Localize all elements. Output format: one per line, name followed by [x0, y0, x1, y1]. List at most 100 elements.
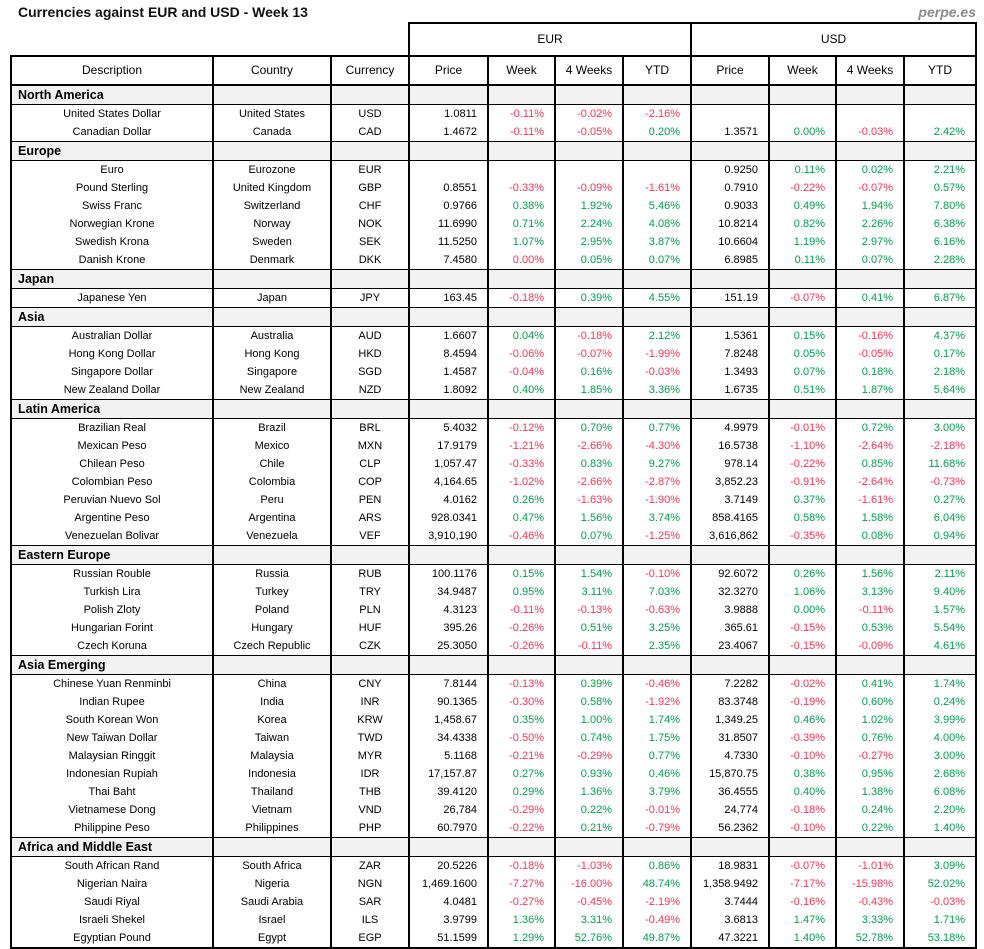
usd-4weeks-cell: 52.78%	[835, 929, 905, 949]
description-cell: Japanese Yen	[10, 288, 214, 308]
usd-week-cell: 1.47%	[768, 911, 837, 929]
currency-code-cell: ZAR	[330, 856, 410, 875]
usd-4weeks-cell: 1.02%	[835, 711, 905, 729]
eur-price-cell: 60.7970	[408, 819, 489, 838]
eur-ytd-cell: 0.20%	[622, 123, 692, 142]
usd-ytd-cell: 53.18%	[903, 929, 977, 949]
currency-code-cell: INR	[330, 693, 410, 711]
usd-week-cell: 1.06%	[768, 583, 837, 601]
usd-4weeks-cell: -0.43%	[835, 893, 905, 911]
section-cell	[487, 837, 556, 857]
section-cell	[330, 655, 410, 675]
column-header-eur-week: Week	[487, 55, 556, 86]
usd-ytd-cell: 6.04%	[903, 509, 977, 527]
usd-ytd-cell: 52.02%	[903, 875, 977, 893]
country-cell: Vietnam	[212, 801, 332, 819]
currency-row: Russian Rouble Russia RUB 100.1176 0.15% 1.54…	[10, 564, 977, 583]
currency-code-cell: ILS	[330, 911, 410, 929]
usd-ytd-cell: 0.94%	[903, 527, 977, 546]
eur-price-cell: 4.0481	[408, 893, 489, 911]
usd-ytd-cell: 5.54%	[903, 619, 977, 637]
usd-ytd-cell: 0.27%	[903, 491, 977, 509]
eur-ytd-cell: 4.08%	[622, 215, 692, 233]
description-cell: Chilean Peso	[10, 455, 214, 473]
description-cell: Turkish Lira	[10, 583, 214, 601]
currency-row: Peruvian Nuevo Sol Peru PEN 4.0162 0.26% -1.6…	[10, 491, 977, 509]
usd-week-cell: 0.37%	[768, 491, 837, 509]
country-cell: South Africa	[212, 856, 332, 875]
usd-week-cell: 0.40%	[768, 783, 837, 801]
section-cell	[554, 84, 624, 105]
eur-4weeks-cell: 1.85%	[554, 381, 624, 400]
eur-4weeks-cell: 0.93%	[554, 765, 624, 783]
usd-ytd-cell: 0.57%	[903, 179, 977, 197]
usd-week-cell: 0.49%	[768, 197, 837, 215]
currency-row: Malaysian Ringgit Malaysia MYR 5.1168 -0.21%…	[10, 747, 977, 765]
section-cell	[835, 141, 905, 161]
usd-price-cell: 47.3221	[690, 929, 770, 949]
eur-price-cell: 26,784	[408, 801, 489, 819]
eur-ytd-cell: 48.74%	[622, 875, 692, 893]
eur-ytd-cell: -0.03%	[622, 363, 692, 381]
usd-price-cell: 83.3748	[690, 693, 770, 711]
currency-code-cell: CNY	[330, 674, 410, 693]
description-cell: Indonesian Rupiah	[10, 765, 214, 783]
currency-code-cell: HUF	[330, 619, 410, 637]
section-cell	[330, 307, 410, 327]
currency-code-cell: DKK	[330, 251, 410, 270]
usd-price-cell: 3.7149	[690, 491, 770, 509]
usd-week-cell: 0.58%	[768, 509, 837, 527]
usd-price-cell: 31.8507	[690, 729, 770, 747]
country-cell: United States	[212, 104, 332, 123]
usd-4weeks-cell: 0.41%	[835, 674, 905, 693]
usd-ytd-cell: 3.00%	[903, 747, 977, 765]
currency-row: Saudi Riyal Saudi Arabia SAR 4.0481 -0.27% -0…	[10, 893, 977, 911]
eur-4weeks-cell: 52.76%	[554, 929, 624, 949]
usd-price-cell: 18.9831	[690, 856, 770, 875]
section-cell	[903, 399, 977, 419]
description-cell: Polish Zloty	[10, 601, 214, 619]
eur-price-cell: 395.26	[408, 619, 489, 637]
section-row: Japan	[10, 269, 977, 289]
eur-price-cell: 1.0811	[408, 104, 489, 123]
description-cell: Mexican Peso	[10, 437, 214, 455]
usd-price-cell: 978.14	[690, 455, 770, 473]
country-cell: Taiwan	[212, 729, 332, 747]
usd-week-cell: -1.10%	[768, 437, 837, 455]
section-cell	[622, 545, 692, 565]
eur-price-cell: 17.9179	[408, 437, 489, 455]
currency-row: New Zealand Dollar New Zealand NZD 1.8092 0.…	[10, 381, 977, 400]
eur-ytd-cell	[622, 160, 692, 179]
eur-price-cell: 34.9487	[408, 583, 489, 601]
eur-price-cell: 3.9799	[408, 911, 489, 929]
currency-row: Japanese Yen Japan JPY 163.45 -0.18% 0.39% 4.5…	[10, 288, 977, 308]
section-cell	[554, 269, 624, 289]
usd-ytd-cell: 7.80%	[903, 197, 977, 215]
eur-week-cell: -0.22%	[487, 819, 556, 838]
eur-week-cell: -0.18%	[487, 288, 556, 308]
currency-row: Brazilian Real Brazil BRL 5.4032 -0.12% 0.70%…	[10, 418, 977, 437]
eur-4weeks-cell: -0.13%	[554, 601, 624, 619]
eur-4weeks-cell: 1.92%	[554, 197, 624, 215]
usd-ytd-cell: 3.00%	[903, 418, 977, 437]
usd-4weeks-cell: 0.18%	[835, 363, 905, 381]
currency-code-cell: NZD	[330, 381, 410, 400]
country-cell: Norway	[212, 215, 332, 233]
eur-ytd-cell: -1.61%	[622, 179, 692, 197]
section-cell	[487, 399, 556, 419]
currency-row: Pound Sterling United Kingdom GBP 0.8551 -0.…	[10, 179, 977, 197]
usd-4weeks-cell: 0.85%	[835, 455, 905, 473]
group-header-usd: USD	[690, 22, 977, 57]
country-cell: Nigeria	[212, 875, 332, 893]
eur-4weeks-cell: 3.31%	[554, 911, 624, 929]
section-cell	[330, 141, 410, 161]
currency-code-cell: GBP	[330, 179, 410, 197]
section-cell	[487, 84, 556, 105]
currency-row: Indian Rupee India INR 90.1365 -0.30% 0.58% -1…	[10, 693, 977, 711]
country-cell: Singapore	[212, 363, 332, 381]
usd-price-cell: 3,852.23	[690, 473, 770, 491]
column-header-eur-4weeks: 4 Weeks	[554, 55, 624, 86]
country-cell: Thailand	[212, 783, 332, 801]
eur-price-cell: 5.1168	[408, 747, 489, 765]
eur-4weeks-cell: 1.54%	[554, 564, 624, 583]
